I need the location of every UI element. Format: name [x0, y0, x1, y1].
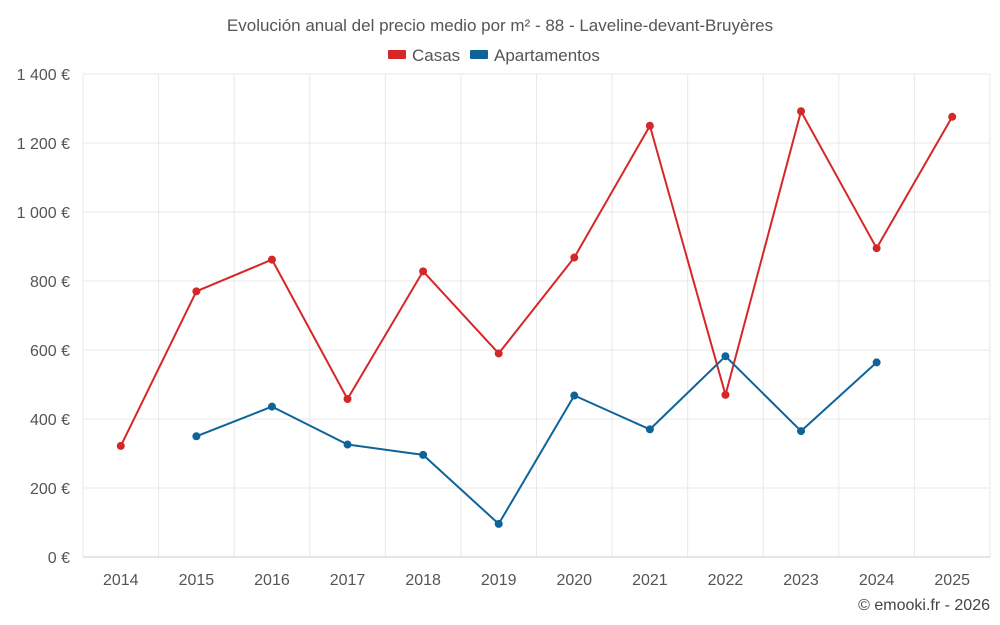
data-point[interactable]	[267, 255, 276, 264]
x-tick-label: 2020	[556, 572, 592, 589]
data-point[interactable]	[797, 107, 806, 116]
legend-swatch-casas	[388, 50, 406, 59]
data-point[interactable]	[419, 267, 428, 276]
chart-title: Evolución anual del precio medio por m² …	[227, 16, 773, 35]
x-tick-label: 2014	[103, 572, 139, 589]
y-axis-ticks: 0 € 200 € 400 € 600 € 800 € 1 000 € 1 200 € 1 4…	[17, 67, 70, 567]
data-point[interactable]	[872, 244, 881, 253]
data-point[interactable]	[721, 390, 730, 399]
data-point[interactable]	[494, 349, 503, 358]
x-axis-ticks: 2014 2015 2016 2017 2018 2019 2020 2021 2022 2023…	[103, 572, 970, 589]
data-point[interactable]	[343, 394, 352, 403]
legend: Casas Apartamentos	[388, 46, 600, 65]
y-tick-label: 800 €	[30, 274, 70, 291]
y-tick-label: 1 400 €	[17, 67, 70, 84]
series-casas	[116, 107, 957, 450]
data-point[interactable]	[721, 352, 730, 361]
y-tick-label: 1 200 €	[17, 136, 70, 153]
data-point[interactable]	[192, 287, 201, 296]
y-tick-label: 0 €	[48, 550, 70, 567]
x-tick-label: 2024	[859, 572, 895, 589]
data-point[interactable]	[419, 450, 428, 459]
x-tick-label: 2021	[632, 572, 668, 589]
data-point[interactable]	[645, 121, 654, 130]
x-tick-label: 2015	[179, 572, 215, 589]
x-tick-label: 2025	[934, 572, 970, 589]
data-point[interactable]	[797, 427, 806, 436]
data-point[interactable]	[645, 425, 654, 434]
x-tick-label: 2016	[254, 572, 290, 589]
legend-swatch-apartamentos	[470, 50, 488, 59]
data-point[interactable]	[872, 358, 881, 367]
x-tick-label: 2023	[783, 572, 819, 589]
grid	[82, 73, 991, 558]
x-tick-label: 2019	[481, 572, 517, 589]
x-tick-label: 2017	[330, 572, 366, 589]
legend-label-casas[interactable]: Casas	[412, 46, 460, 65]
data-point[interactable]	[116, 441, 125, 450]
credit-text: © emooki.fr - 2026	[858, 597, 990, 614]
data-point[interactable]	[570, 391, 579, 400]
data-point[interactable]	[192, 432, 201, 441]
data-point[interactable]	[343, 440, 352, 449]
x-tick-label: 2018	[405, 572, 441, 589]
x-tick-label: 2022	[708, 572, 744, 589]
series	[116, 107, 957, 528]
data-point[interactable]	[948, 112, 957, 121]
data-point[interactable]	[494, 519, 503, 528]
data-point[interactable]	[570, 253, 579, 262]
legend-label-apartamentos[interactable]: Apartamentos	[494, 46, 600, 65]
y-tick-label: 400 €	[30, 412, 70, 429]
series-apartamentos	[192, 352, 881, 528]
y-tick-label: 1 000 €	[17, 205, 70, 222]
series-line-casas	[119, 110, 954, 447]
y-tick-label: 600 €	[30, 343, 70, 360]
data-point[interactable]	[267, 402, 276, 411]
y-tick-label: 200 €	[30, 481, 70, 498]
series-line-apartamentos	[196, 355, 878, 525]
